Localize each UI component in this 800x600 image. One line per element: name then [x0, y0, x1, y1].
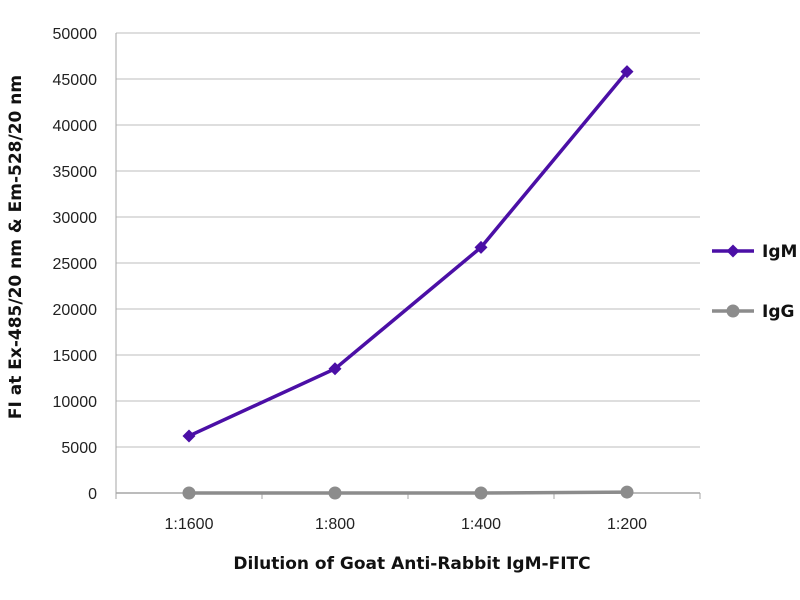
data-point — [182, 486, 196, 500]
x-tick-label: 1:1600 — [165, 516, 214, 533]
data-point — [474, 486, 488, 500]
y-tick-label: 15000 — [53, 348, 98, 365]
data-point — [182, 429, 196, 443]
y-axis-title: FI at Ex-485/20 nm & Em-528/20 nm — [6, 75, 26, 419]
data-point — [328, 486, 342, 500]
y-tick-label: 5000 — [61, 440, 97, 457]
legend: IgM IgG — [712, 242, 797, 322]
x-axis: 1:1600 1:800 1:400 1:200 — [115, 33, 701, 533]
x-axis-title: Dilution of Goat Anti-Rabbit IgM-FITC — [233, 554, 590, 574]
gridlines — [116, 32, 700, 448]
y-tick-label: 25000 — [53, 256, 98, 273]
legend-marker — [726, 244, 740, 258]
x-tick-label: 1:800 — [315, 516, 355, 533]
y-tick-label: 0 — [88, 486, 97, 503]
legend-marker — [726, 304, 740, 318]
y-tick-label: 50000 — [53, 26, 98, 43]
y-axis-ticks: 0 5000 10000 15000 20000 25000 30000 35000 40000… — [53, 26, 98, 503]
legend-label: IgM — [762, 242, 797, 262]
y-tick-label: 45000 — [53, 72, 98, 89]
y-tick-label: 35000 — [53, 164, 98, 181]
legend-item-igg: IgG — [712, 302, 794, 322]
series-group — [182, 65, 634, 500]
x-tick-label: 1:400 — [461, 516, 501, 533]
series-line — [188, 70, 629, 438]
series-line — [189, 490, 628, 495]
y-tick-label: 20000 — [53, 302, 98, 319]
y-tick-label: 30000 — [53, 210, 98, 227]
legend-item-igm: IgM — [712, 242, 797, 262]
data-point — [474, 240, 488, 254]
legend-label: IgG — [762, 302, 794, 322]
series-igm — [182, 65, 634, 443]
y-tick-label: 10000 — [53, 394, 98, 411]
y-tick-label: 40000 — [53, 118, 98, 135]
data-point — [328, 362, 342, 376]
data-point — [620, 65, 634, 79]
x-tick-label: 1:200 — [607, 516, 647, 533]
series-igg — [182, 485, 634, 500]
data-point — [620, 485, 634, 499]
